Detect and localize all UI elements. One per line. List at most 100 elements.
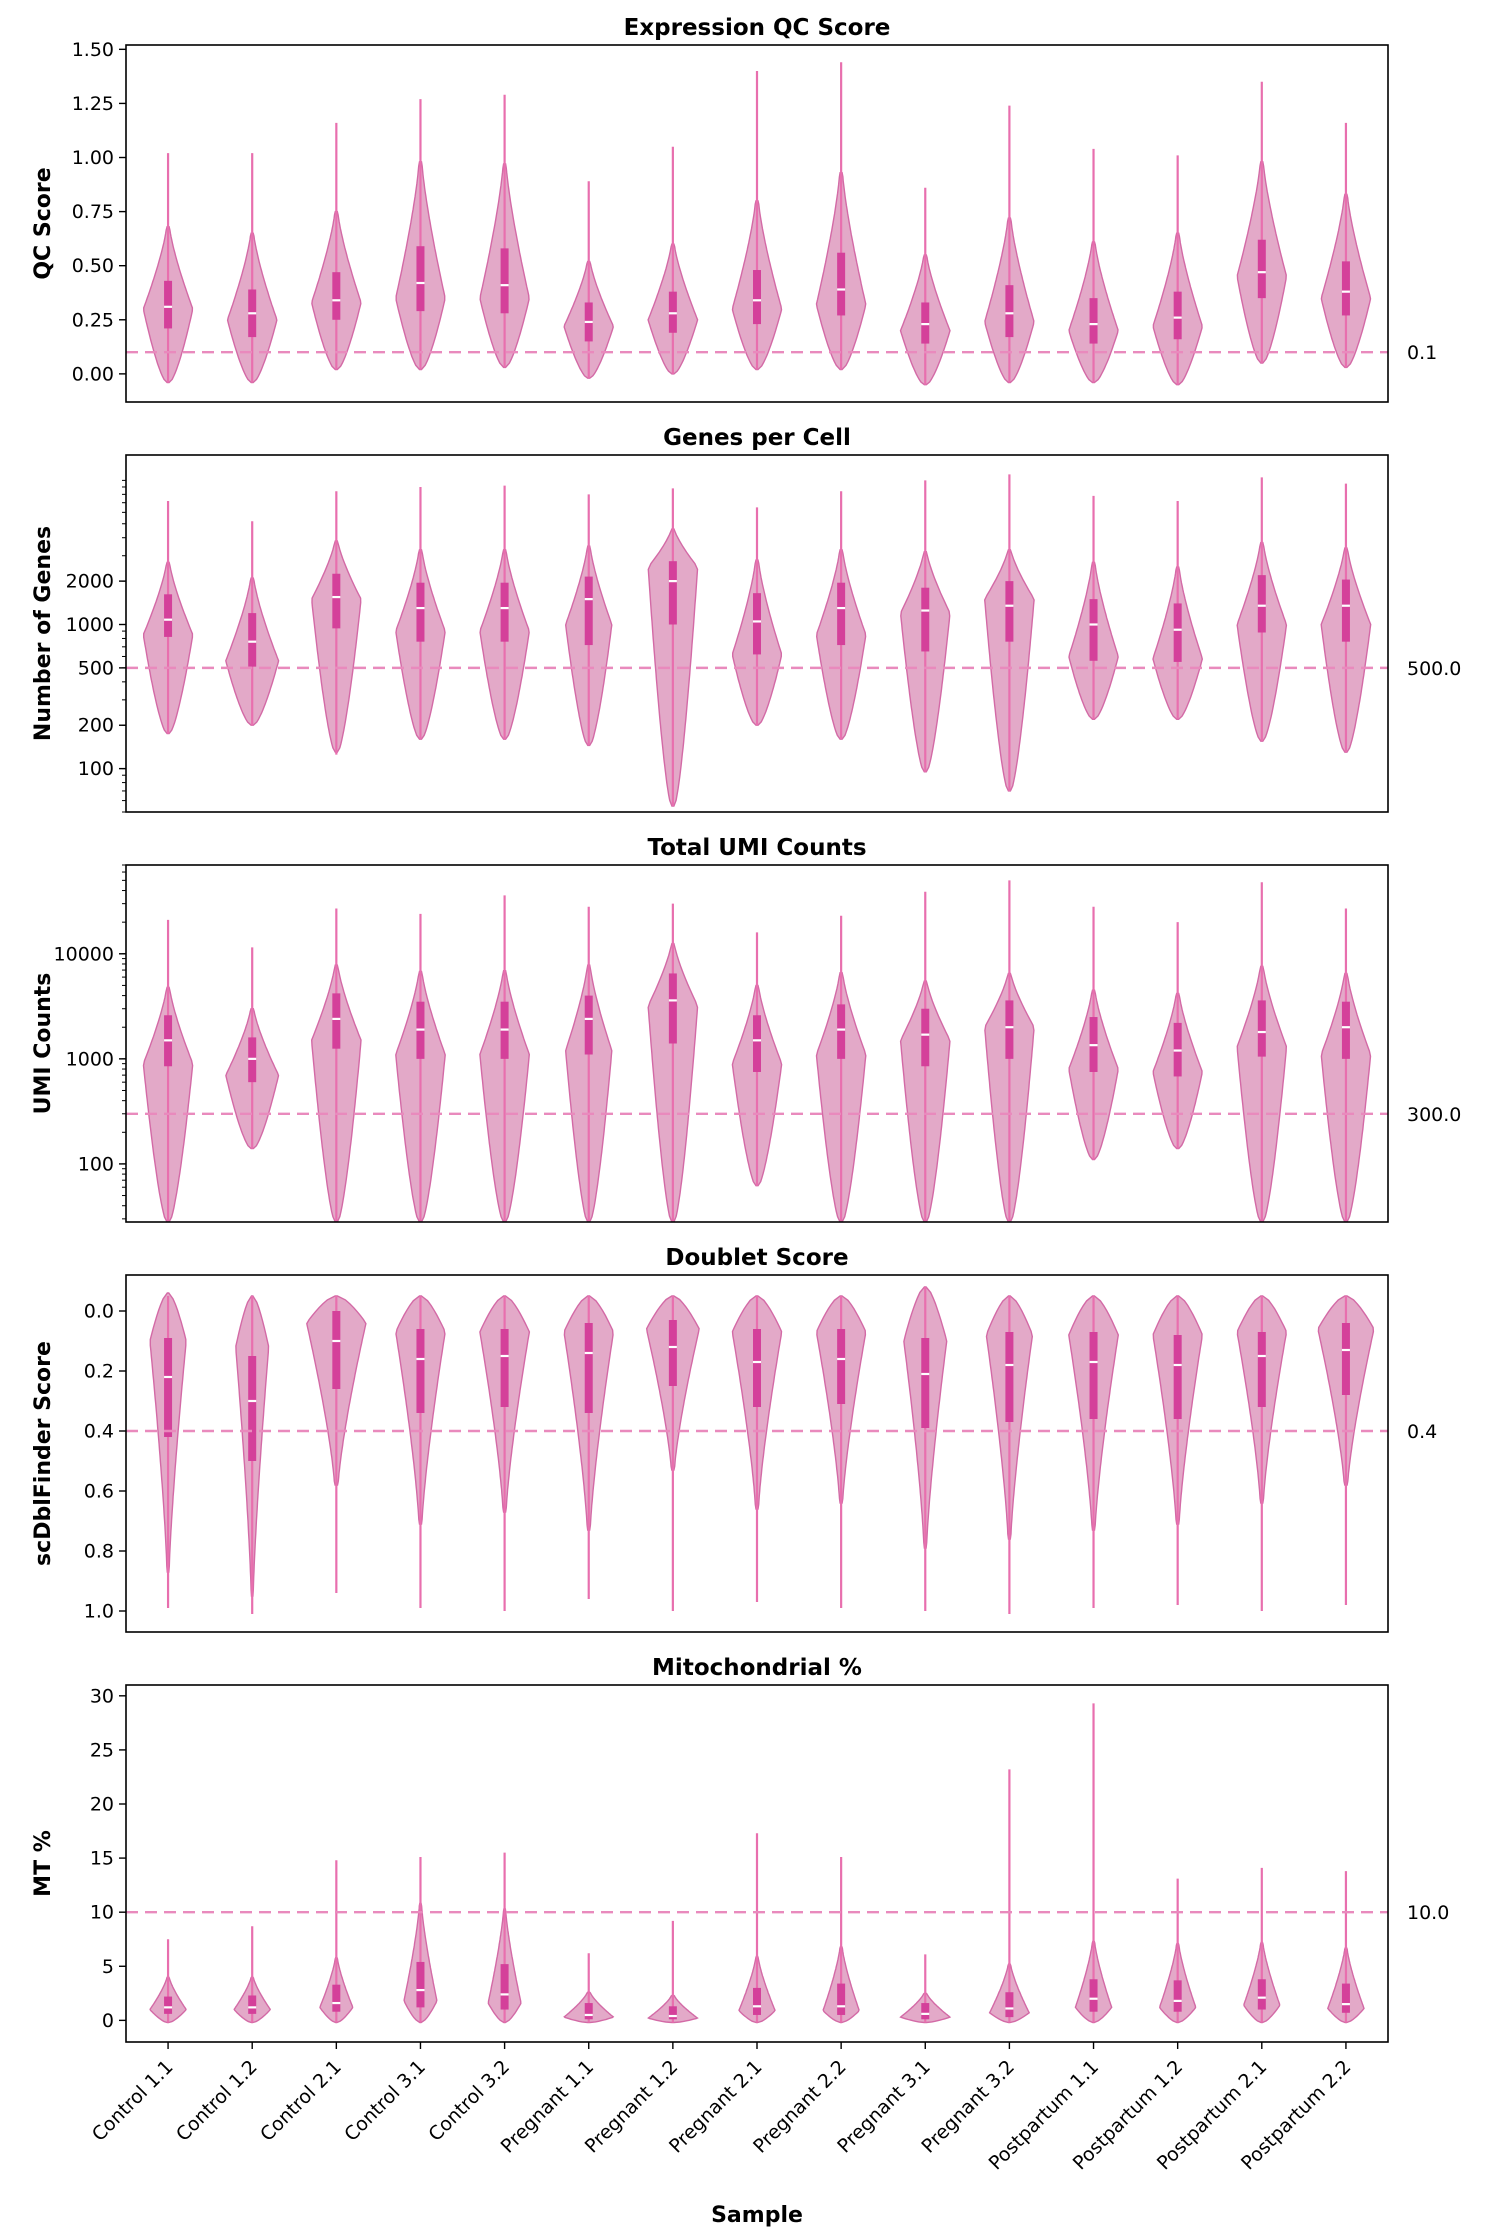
violin-15 xyxy=(1317,1295,1375,1605)
panel-4: Doublet Score scDblFinder Score 0.4 0.0 0.2 0… xyxy=(31,1245,1437,1633)
violin-14 xyxy=(1236,882,1288,1222)
iqr-box xyxy=(248,613,257,667)
iqr-box xyxy=(837,252,846,316)
violin-14 xyxy=(1243,1867,1281,2024)
panel-3: Total UMI Counts UMI Counts 300.0 100 1000 10… xyxy=(31,835,1461,1223)
y-tick-label: 30 xyxy=(90,1685,114,1707)
iqr-box xyxy=(753,1329,761,1407)
iqr-box xyxy=(1257,1332,1266,1407)
violin-15 xyxy=(1320,908,1372,1222)
violin-6 xyxy=(563,181,614,379)
iqr-box xyxy=(416,246,425,312)
violin-6 xyxy=(564,494,613,747)
violin-14 xyxy=(1236,1295,1287,1611)
violin-15 xyxy=(1327,1871,1365,2024)
violin-1 xyxy=(149,1939,187,2024)
iqr-box xyxy=(248,1356,257,1461)
iqr-box xyxy=(668,2006,677,2020)
violin-7 xyxy=(647,146,699,375)
violin-3 xyxy=(319,1860,354,2024)
y-tick-label: 0.4 xyxy=(84,1421,114,1443)
violin-11 xyxy=(984,105,1035,384)
panel-1: Expression QC Score QC Score 0.1 0.00 0.25 0.… xyxy=(31,15,1437,403)
iqr-box xyxy=(1173,291,1182,340)
iqr-box xyxy=(584,995,593,1055)
panel-5: Mitochondrial % MT % 10.0 0 5 10 15 20 25 30 Contr… xyxy=(31,1655,1449,2174)
y-tick-label: 10000 xyxy=(54,943,114,965)
violin-9 xyxy=(822,1857,860,2024)
y-tick-label: 0.50 xyxy=(72,255,114,277)
iqr-box xyxy=(416,1329,425,1413)
iqr-box xyxy=(332,1311,341,1389)
iqr-box xyxy=(1089,599,1098,661)
violin-5 xyxy=(487,1852,522,2024)
panel-2: Genes per Cell Number of Genes 500.0 100 200… xyxy=(31,425,1461,813)
y-tick-label: 0 xyxy=(102,2010,114,2032)
violin-11 xyxy=(985,1295,1034,1614)
iqr-box xyxy=(1005,285,1014,338)
y-tick-label: 200 xyxy=(78,715,114,737)
violin-13 xyxy=(1159,1878,1197,2024)
violin-10 xyxy=(899,891,951,1222)
violin-9 xyxy=(815,62,867,371)
violin-1 xyxy=(143,500,194,735)
panel-title: Expression QC Score xyxy=(624,15,891,41)
iqr-box xyxy=(921,2003,930,2020)
violin-12 xyxy=(1068,906,1119,1161)
violin-3 xyxy=(310,908,362,1222)
iqr-box xyxy=(1257,239,1266,299)
violin-4 xyxy=(395,486,446,740)
violin-1 xyxy=(149,1292,187,1608)
iqr-box xyxy=(1341,579,1350,642)
y-tick-label: 2000 xyxy=(66,571,114,593)
iqr-box xyxy=(500,1329,509,1407)
axes-frame xyxy=(125,454,1389,813)
iqr-box xyxy=(500,1964,509,2010)
x-axis-label: Sample xyxy=(711,2203,803,2228)
iqr-box xyxy=(1341,1323,1350,1395)
violin-4 xyxy=(395,913,446,1222)
violin-4 xyxy=(395,99,446,371)
iqr-box xyxy=(1173,1980,1182,2012)
iqr-box xyxy=(416,582,425,642)
violin-10 xyxy=(899,187,951,386)
threshold-label: 300.0 xyxy=(1407,1104,1461,1126)
iqr-box xyxy=(500,248,509,314)
x-tick-label: Control 1.2 xyxy=(172,2056,262,2146)
y-axis-label: scDblFinder Score xyxy=(31,1341,56,1566)
iqr-box xyxy=(332,993,341,1049)
iqr-box xyxy=(332,272,341,320)
violin-4 xyxy=(395,1295,446,1608)
y-tick-label: 500 xyxy=(78,657,114,679)
iqr-box xyxy=(584,1323,593,1413)
threshold-label: 10.0 xyxy=(1407,1902,1449,1924)
iqr-box xyxy=(500,582,509,642)
y-axis-label: QC Score xyxy=(31,167,56,279)
violin-9 xyxy=(815,491,867,740)
violin-7 xyxy=(647,1920,699,2024)
y-axis-label: UMI Counts xyxy=(31,973,56,1115)
iqr-box xyxy=(753,1987,761,2015)
axes-frame xyxy=(125,44,1389,403)
y-axis-label: MT % xyxy=(31,1830,56,1897)
iqr-box xyxy=(668,1320,677,1386)
violin-5 xyxy=(479,895,531,1222)
violin-8 xyxy=(732,507,782,726)
x-tick-label: Control 1.1 xyxy=(88,2056,178,2146)
violin-13 xyxy=(1152,1295,1203,1605)
panel-title: Genes per Cell xyxy=(663,425,851,451)
iqr-box xyxy=(332,573,341,629)
violin-13 xyxy=(1152,500,1204,720)
iqr-box xyxy=(164,280,173,329)
iqr-box xyxy=(1005,1332,1014,1422)
threshold-label: 500.0 xyxy=(1407,658,1461,680)
iqr-box xyxy=(1341,1001,1350,1059)
violin-5 xyxy=(479,1295,531,1611)
iqr-box xyxy=(921,1338,930,1428)
iqr-box xyxy=(1089,1979,1098,2012)
y-tick-label: 1.0 xyxy=(84,1601,114,1623)
violin-2 xyxy=(233,1926,272,2024)
iqr-box xyxy=(1341,1983,1350,2013)
plot-area xyxy=(142,880,1372,1222)
